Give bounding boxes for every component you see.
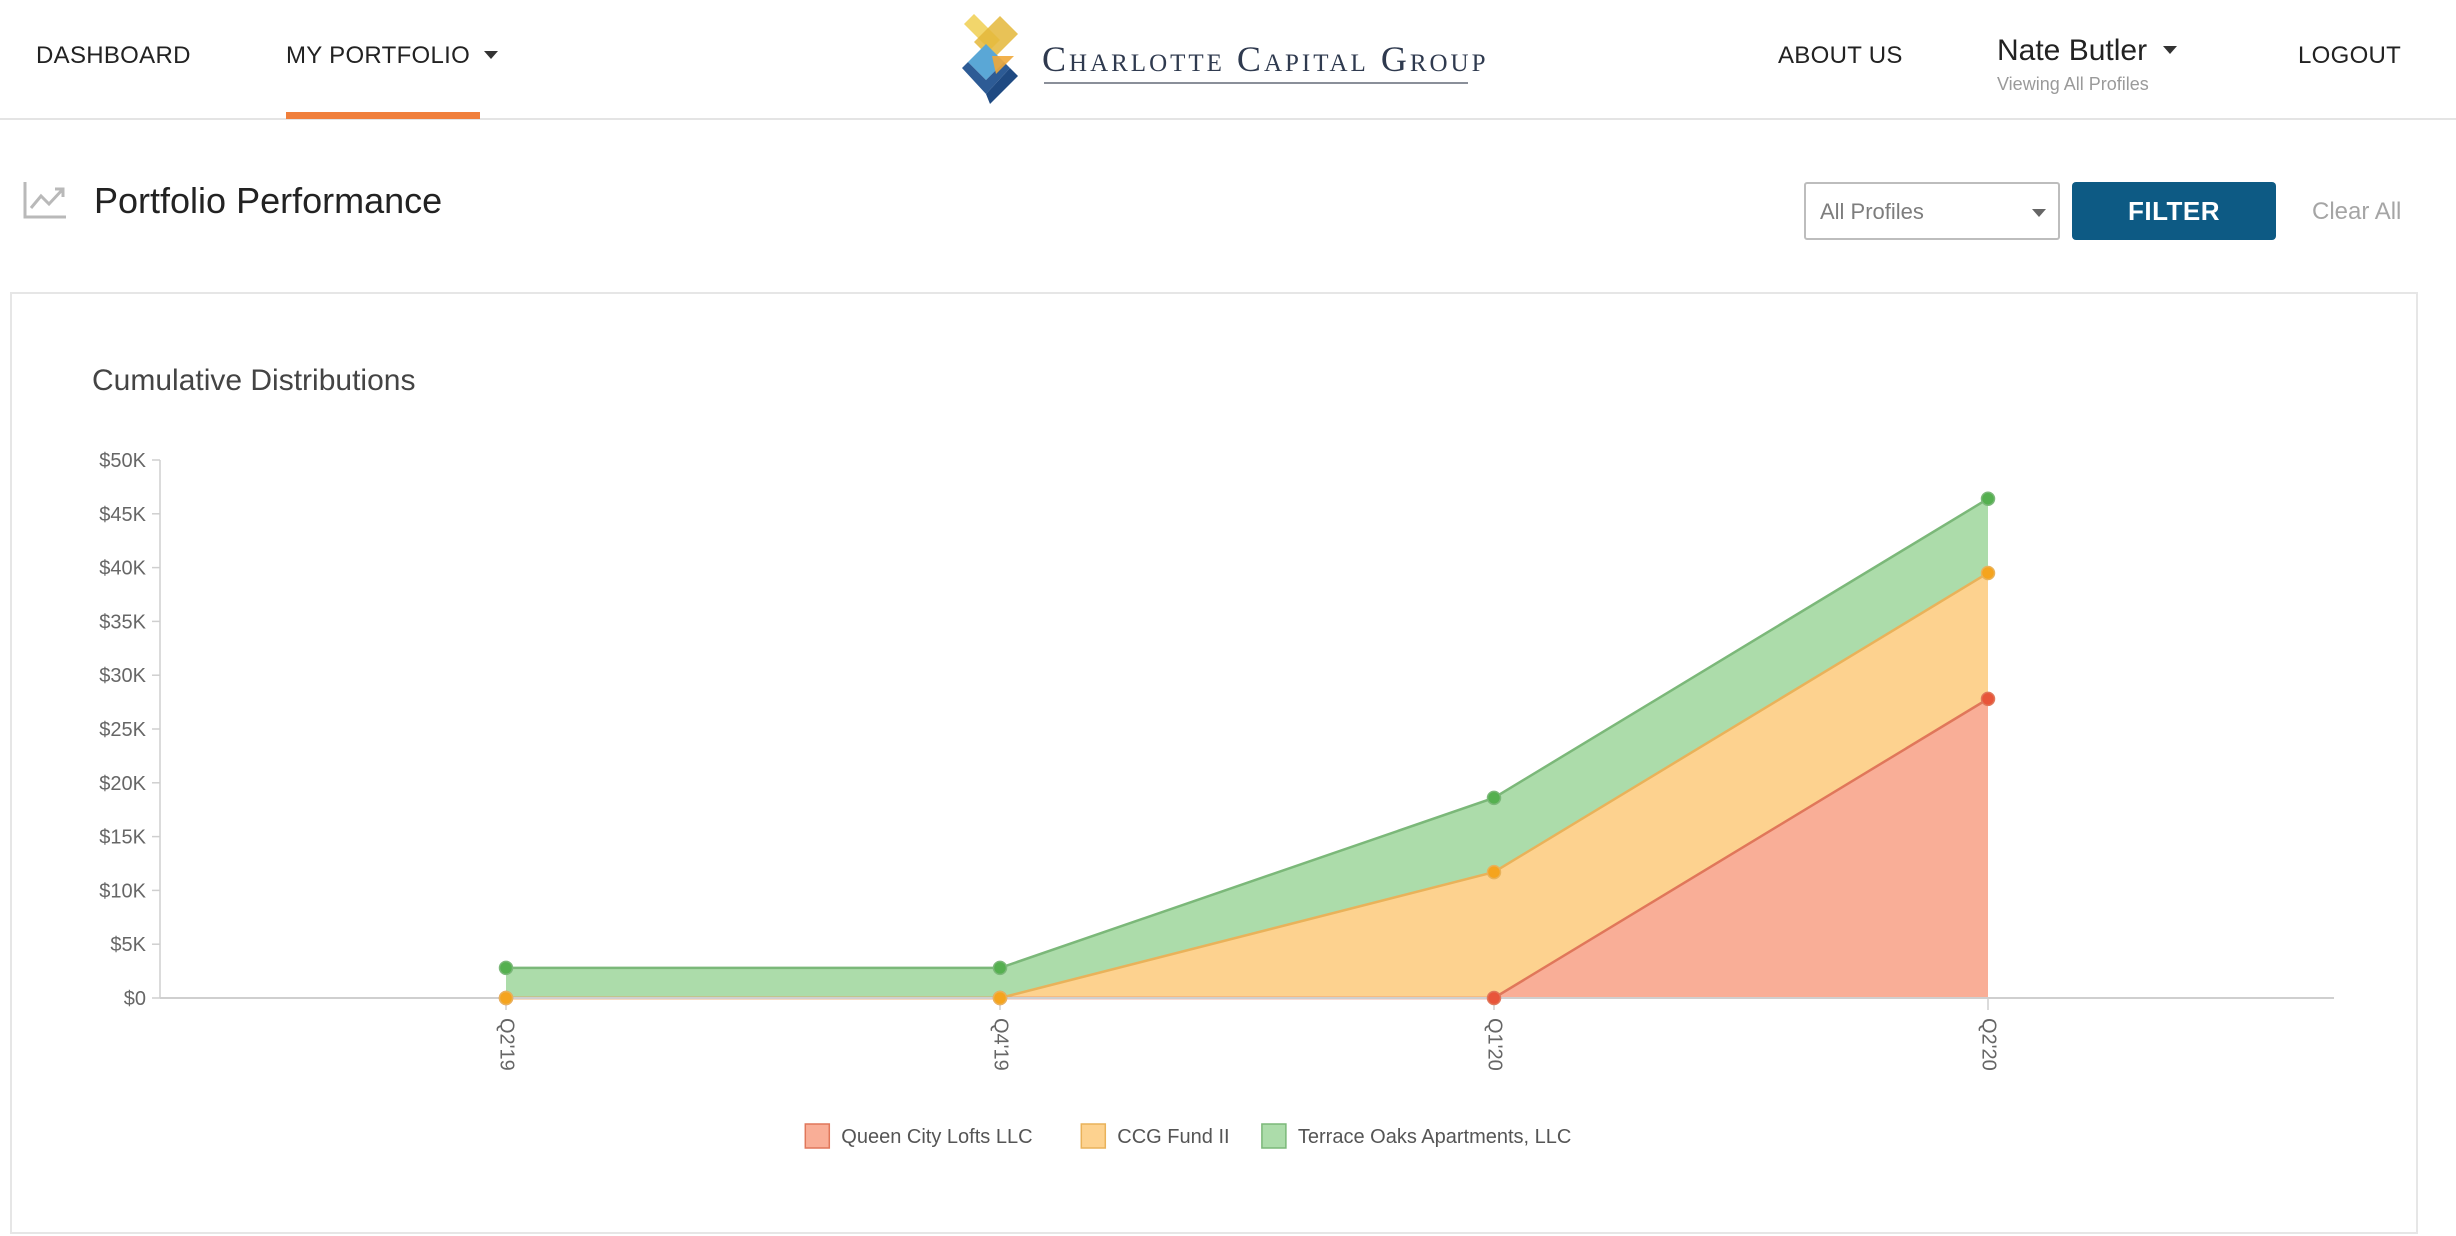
x-tick-label: Q1'20 (1484, 1018, 1506, 1071)
x-tick-label: Q2'19 (496, 1018, 518, 1071)
user-name-label: Nate Butler (1997, 34, 2148, 67)
data-point-series-2[interactable] (992, 960, 1008, 976)
x-tick-label: Q4'19 (990, 1018, 1012, 1071)
y-tick-label: $5K (110, 934, 146, 956)
data-point-series-1[interactable] (498, 990, 514, 1006)
nav-my-portfolio-label: MY PORTFOLIO (286, 42, 471, 69)
y-tick-label: $40K (99, 558, 146, 580)
y-tick-label: $45K (99, 504, 146, 526)
profile-select-value: All Profiles (1820, 199, 1924, 224)
cumulative-distributions-chart: $0 $5K $10K $15K $20K $25K $30K $35K $40K $45K $50… (99, 450, 2334, 1149)
chart-title: Cumulative Distributions (92, 364, 416, 397)
profile-select[interactable]: All Profiles (1804, 182, 2060, 240)
chart-panel: Cumulative Distributions $0 $5K $10K $15K $2… (10, 292, 2418, 1234)
area-series-2 (506, 498, 1988, 998)
legend-label-1[interactable]: CCG Fund II (1117, 1126, 1229, 1148)
data-point-series-1[interactable] (1486, 864, 1502, 880)
area-series-1 (506, 572, 1988, 998)
y-tick-label: $50K (99, 450, 146, 472)
page-title: Portfolio Performance (94, 180, 443, 221)
data-point-series-0[interactable] (1486, 990, 1502, 1006)
active-tab-indicator (286, 112, 480, 119)
y-tick-label: $10K (99, 880, 146, 902)
data-point-series-2[interactable] (1486, 790, 1502, 806)
user-profile-scope: Viewing All Profiles (1997, 74, 2149, 94)
data-point-series-2[interactable] (1980, 491, 1996, 506)
clear-all-link[interactable]: Clear All (2312, 198, 2402, 225)
trending-chart-icon (23, 182, 66, 219)
data-point-series-1[interactable] (1980, 565, 1996, 581)
y-tick-label: $30K (99, 665, 146, 687)
chevron-down-icon (2032, 209, 2046, 217)
legend-swatch-0[interactable] (804, 1123, 831, 1149)
top-navigation: DASHBOARD MY PORTFOLIO Charlotte Capital… (0, 0, 2456, 120)
nav-about-us-link[interactable]: ABOUT US (1778, 42, 1903, 69)
nav-logout-link[interactable]: LOGOUT (2298, 42, 2402, 69)
chevron-down-icon (484, 50, 499, 59)
logo-diamond-icon (962, 14, 1018, 104)
logo-underline (1044, 82, 1468, 84)
legend-label-2[interactable]: Terrace Oaks Apartments, LLC (1298, 1126, 1571, 1148)
user-name-dropdown[interactable]: Nate Butler (1997, 34, 2178, 68)
company-logo[interactable]: Charlotte Capital Group (956, 10, 1486, 106)
line-series-2 (506, 497, 1989, 970)
data-point-series-0[interactable] (1980, 691, 1996, 707)
nav-dashboard-link[interactable]: DASHBOARD (36, 42, 191, 69)
filter-button[interactable]: FILTER (2072, 182, 2276, 240)
legend-label-0[interactable]: Queen City Lofts LLC (841, 1126, 1032, 1148)
user-menu[interactable]: Nate Butler Viewing All Profiles (1997, 34, 2178, 95)
chevron-down-icon (2163, 46, 2178, 55)
y-tick-label: $25K (99, 719, 146, 741)
nav-my-portfolio-dropdown[interactable]: MY PORTFOLIO (286, 42, 499, 70)
data-point-series-2[interactable] (498, 960, 514, 976)
y-tick-label: $15K (99, 827, 146, 849)
y-tick-label: $0 (124, 988, 146, 1010)
data-point-series-1[interactable] (992, 990, 1008, 1006)
x-tick-label: Q2'20 (1978, 1018, 2000, 1071)
logo-wordmark: Charlotte Capital Group (1042, 39, 1489, 79)
y-tick-label: $35K (99, 611, 146, 633)
legend-swatch-1[interactable] (1080, 1123, 1107, 1149)
legend-swatch-2[interactable] (1261, 1123, 1287, 1149)
y-tick-label: $20K (99, 773, 146, 795)
